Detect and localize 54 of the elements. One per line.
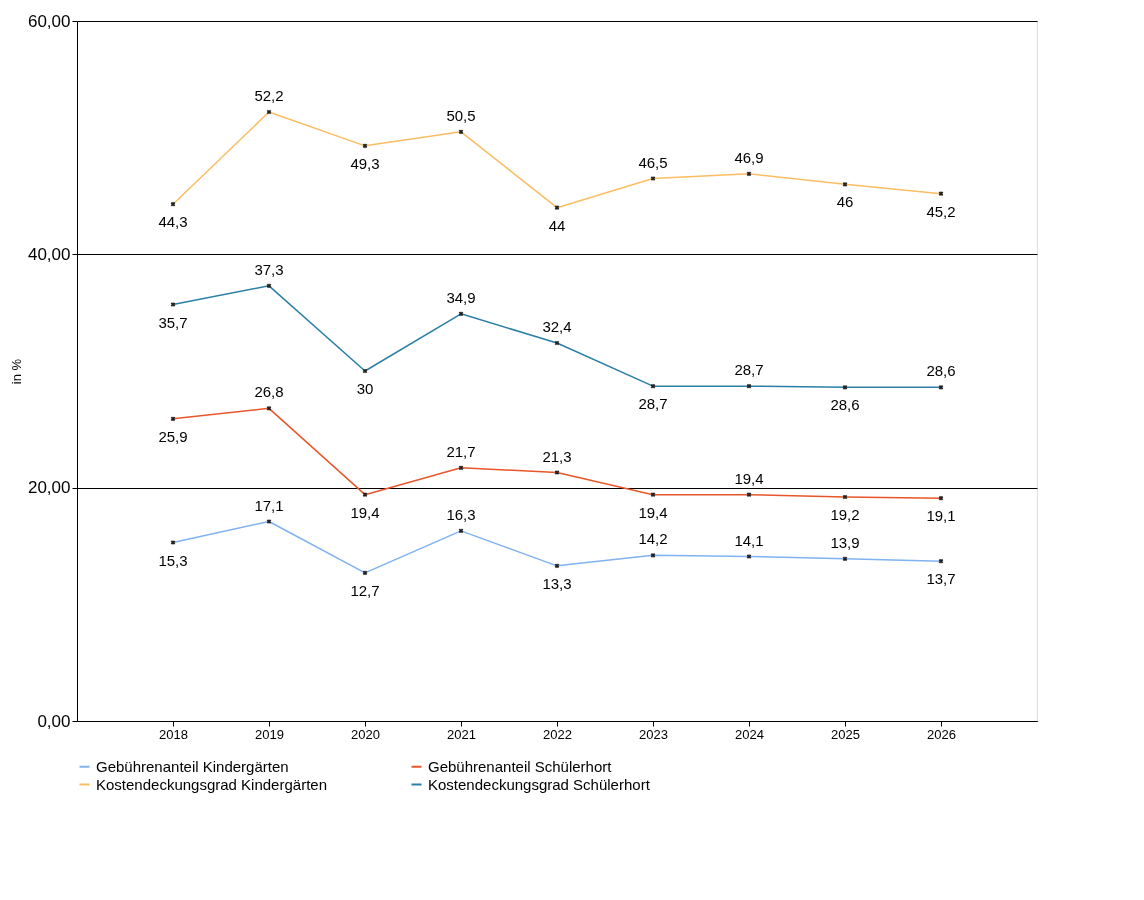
data-label: 16,3 [446, 505, 476, 523]
data-label: 21,7 [446, 442, 476, 460]
y-axis-title: in % [8, 358, 24, 385]
data-label: 19,4 [734, 469, 764, 487]
data-label: 28,6 [926, 362, 956, 380]
data-label: 30 [356, 380, 374, 397]
x-tick-label: 2025 [831, 726, 860, 742]
data-label: 32,4 [542, 318, 572, 335]
y-tick-label: 60,00 [27, 11, 71, 31]
legend-label: Gebührenanteil Kindergärten [96, 757, 289, 775]
x-tick-label: 2022 [543, 726, 572, 742]
data-label: 14,1 [734, 531, 764, 549]
y-tick-label: 0,00 [37, 711, 71, 731]
data-label: 52,2 [254, 87, 284, 104]
legend-label: Kostendeckungsgrad Schülerhort [428, 775, 651, 793]
data-label: 19,4 [350, 503, 380, 521]
data-label: 50,5 [446, 106, 476, 124]
data-label: 37,3 [254, 260, 284, 278]
data-label: 21,3 [542, 447, 572, 465]
x-tick-label: 2026 [927, 726, 956, 742]
data-label: 28,6 [830, 396, 860, 414]
data-label: 46,9 [734, 148, 764, 166]
x-tick-label: 2024 [735, 726, 764, 742]
data-label: 14,2 [638, 530, 668, 548]
x-tick-label: 2019 [255, 726, 284, 742]
data-label: 13,7 [926, 570, 956, 588]
data-label: 45,2 [926, 202, 956, 220]
x-tick-label: 2018 [159, 726, 188, 742]
data-label: 19,1 [926, 507, 956, 525]
data-label: 17,1 [254, 496, 284, 514]
data-label: 25,9 [158, 427, 188, 445]
x-tick-label: 2020 [351, 726, 380, 742]
legend-label: Gebührenanteil Schülerhort [428, 757, 613, 775]
y-tick-label: 40,00 [27, 244, 71, 264]
data-label: 34,9 [446, 288, 476, 306]
data-label: 28,7 [638, 395, 668, 413]
data-label: 46 [836, 193, 854, 211]
data-label: 49,3 [350, 154, 380, 172]
x-tick-label: 2021 [447, 726, 476, 742]
data-label: 44,3 [158, 213, 188, 231]
data-label: 12,7 [350, 581, 380, 599]
data-label: 26,8 [254, 383, 284, 401]
data-label: 13,9 [830, 533, 860, 551]
legend-label: Kostendeckungsgrad Kindergärten [96, 775, 327, 793]
data-label: 19,4 [638, 503, 668, 521]
data-label: 28,7 [734, 361, 764, 379]
data-label: 19,2 [830, 506, 860, 523]
data-label: 13,3 [542, 574, 572, 592]
data-label: 35,7 [158, 313, 188, 331]
x-tick-label: 2023 [639, 726, 668, 742]
data-label: 15,3 [158, 551, 188, 569]
data-label: 44 [548, 216, 566, 234]
data-label: 46,5 [638, 153, 668, 171]
y-tick-label: 20,00 [27, 478, 71, 498]
